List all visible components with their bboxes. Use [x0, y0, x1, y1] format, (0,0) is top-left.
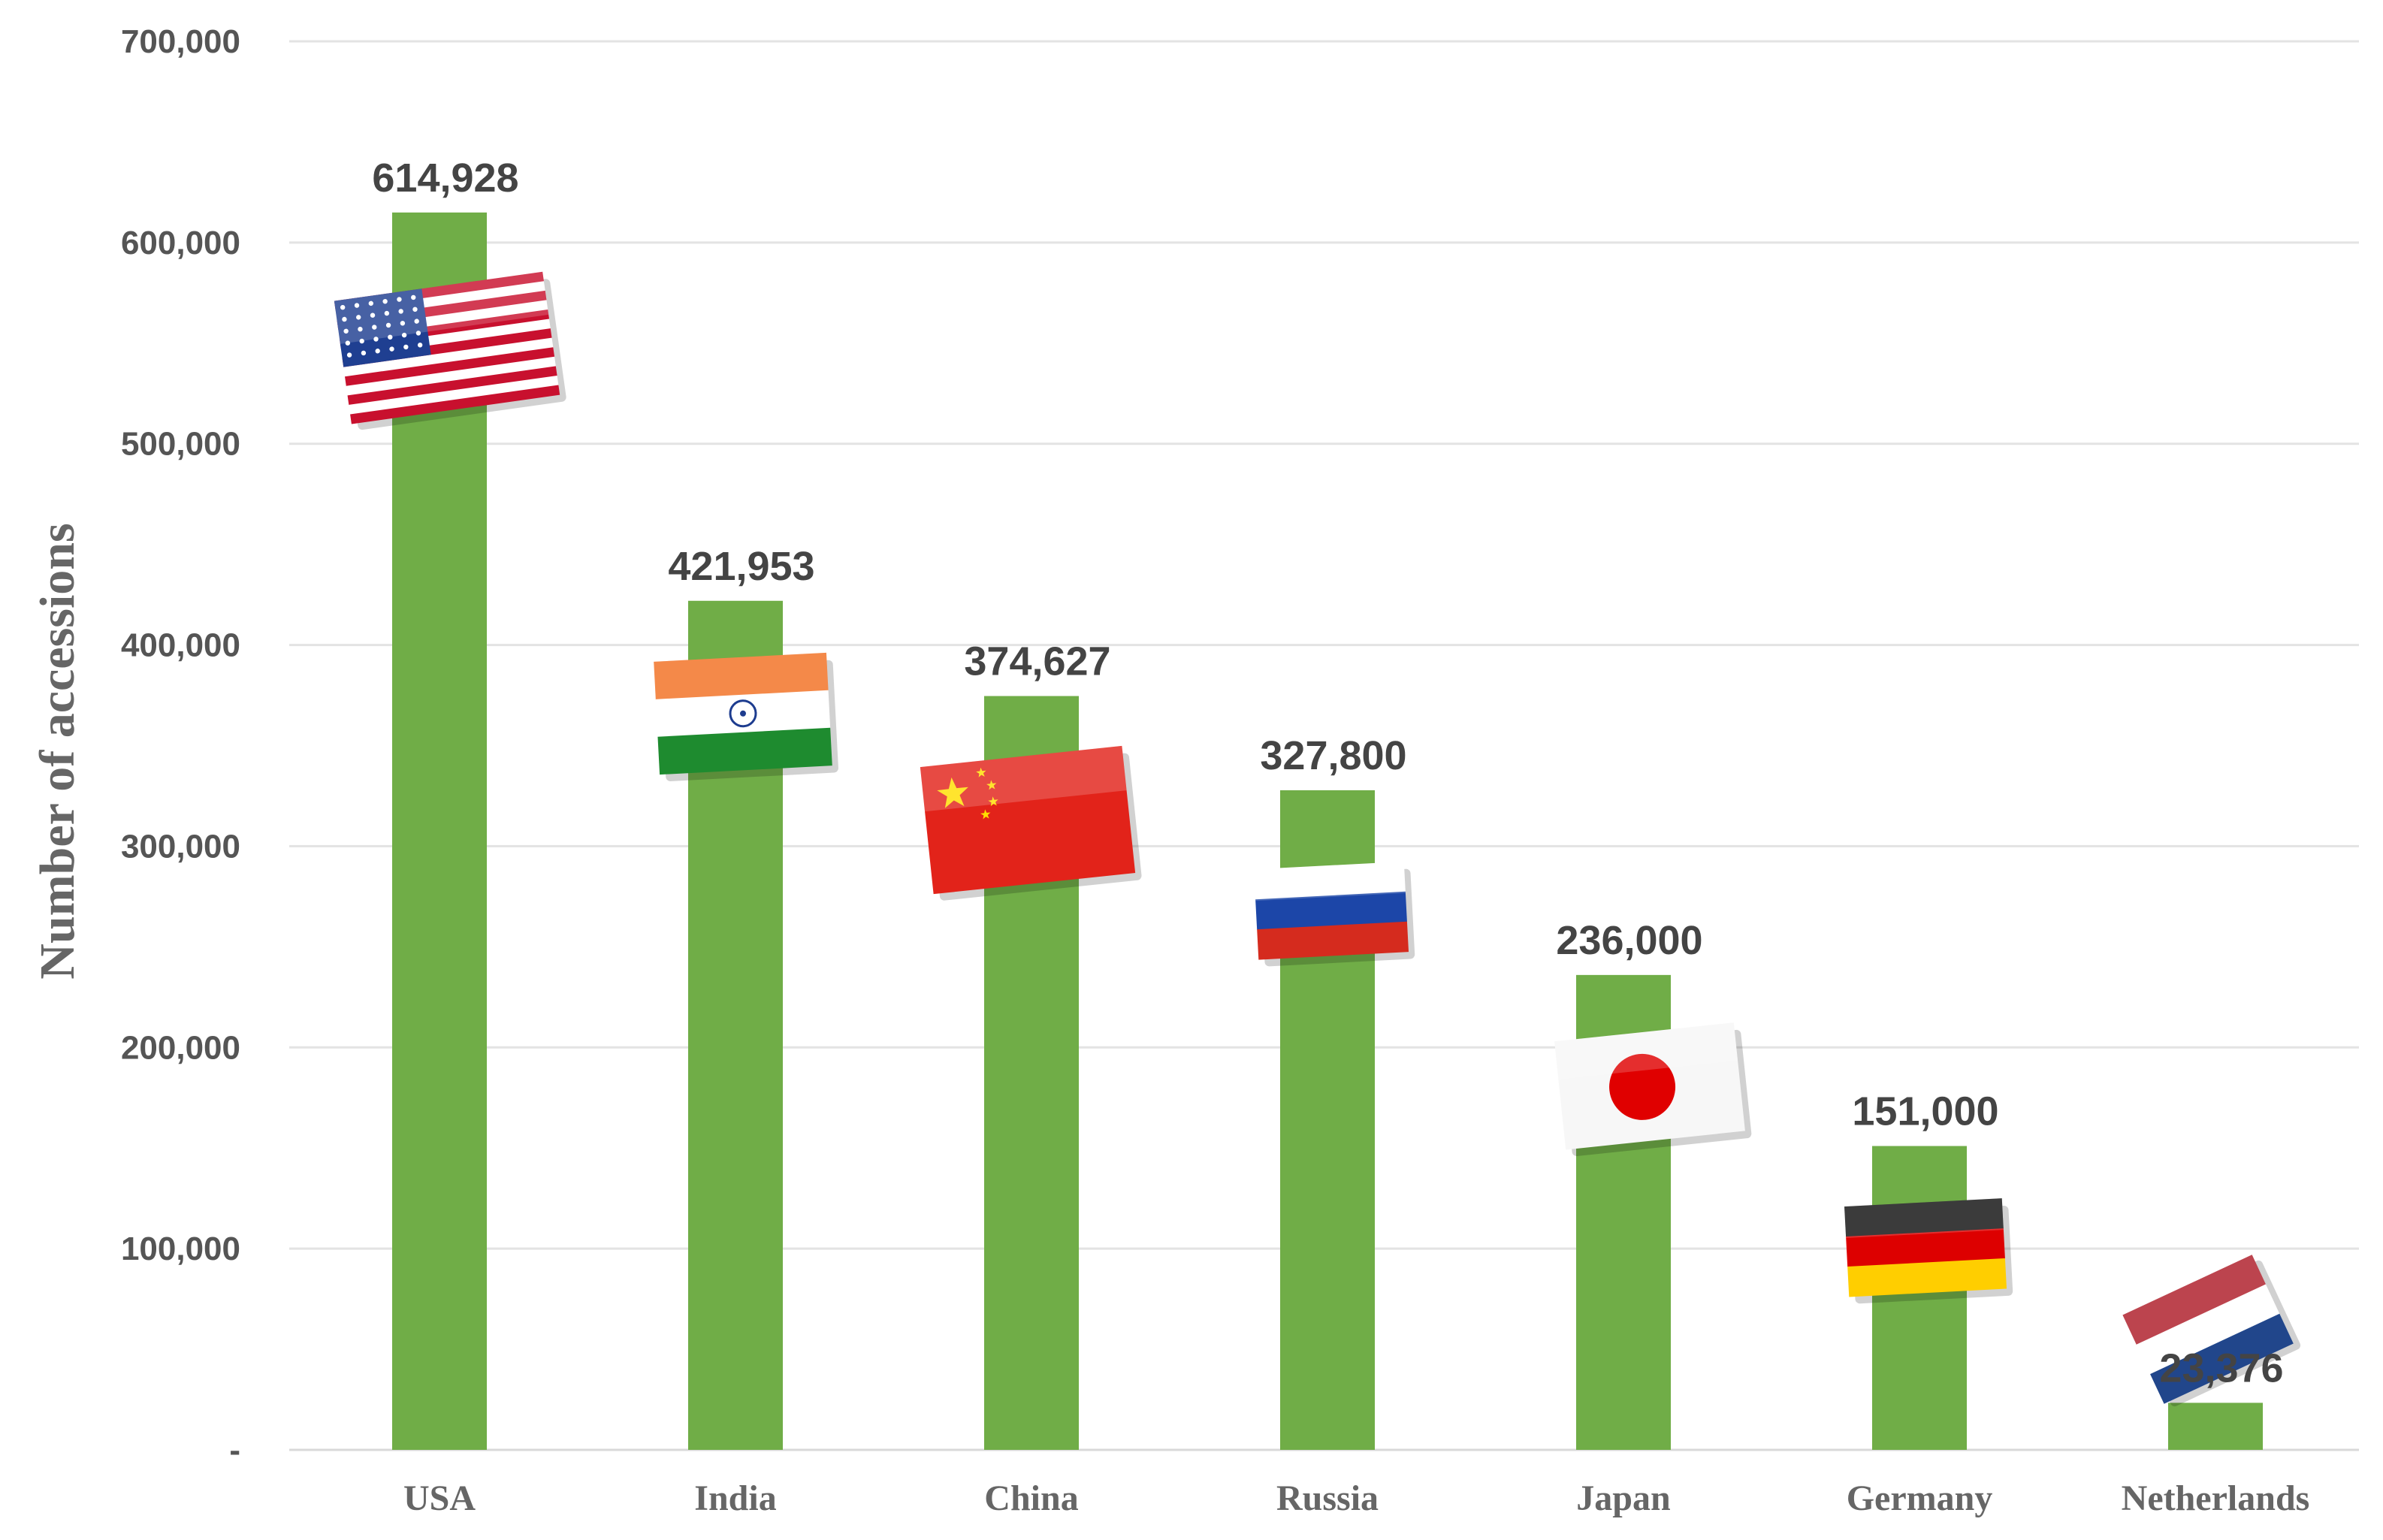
x-tick-label: USA [403, 1478, 476, 1518]
bar-usa [392, 212, 487, 1450]
bar-netherlands [2168, 1403, 2263, 1450]
russia-flag-icon [1253, 861, 1415, 967]
bar-germany [1872, 1146, 1967, 1450]
data-label: 374,627 [964, 639, 1110, 684]
china-flag-icon [920, 745, 1142, 901]
y-tick-label: 700,000 [121, 23, 240, 60]
y-tick-label: - [229, 1432, 240, 1469]
flags [334, 271, 2301, 1407]
data-label: 421,953 [668, 544, 814, 589]
y-tick-label: 200,000 [121, 1029, 240, 1066]
x-tick-label: Japan [1576, 1478, 1670, 1518]
india-flag-icon [654, 652, 838, 781]
y-axis-title: Number of accessions [30, 523, 85, 979]
y-tick-label: 100,000 [121, 1230, 240, 1267]
usa-flag-icon [334, 271, 566, 430]
netherlands-flag-icon [2122, 1255, 2301, 1407]
japan-flag-icon [1554, 1022, 1752, 1157]
x-tick-label: Germany [1847, 1478, 1993, 1518]
y-tick-label: 600,000 [121, 225, 240, 261]
y-tick-label: 300,000 [121, 828, 240, 865]
y-tick-label: 500,000 [121, 426, 240, 463]
x-tick-label: Netherlands [2122, 1478, 2310, 1518]
data-label: 151,000 [1852, 1089, 1998, 1134]
y-tick-label: 400,000 [121, 627, 240, 664]
data-label: 614,928 [372, 156, 518, 201]
data-labels: 614,928 421,953 374,627 327,800 236,000 151,0… [372, 156, 2283, 1391]
x-tick-label: China [984, 1478, 1078, 1518]
data-label: 236,000 [1556, 918, 1702, 963]
x-tick-label: India [694, 1478, 776, 1518]
data-label: 23,376 [2159, 1345, 2283, 1391]
x-tick-label: Russia [1276, 1478, 1379, 1518]
x-axis-categories: USA India China Russia Japan Germany Netherlan… [403, 1478, 2309, 1518]
y-axis-ticks: - 100,000 200,000 300,000 400,000 500,000 600,… [121, 23, 240, 1469]
data-label: 327,800 [1260, 733, 1406, 778]
germany-flag-icon [1844, 1198, 2013, 1304]
